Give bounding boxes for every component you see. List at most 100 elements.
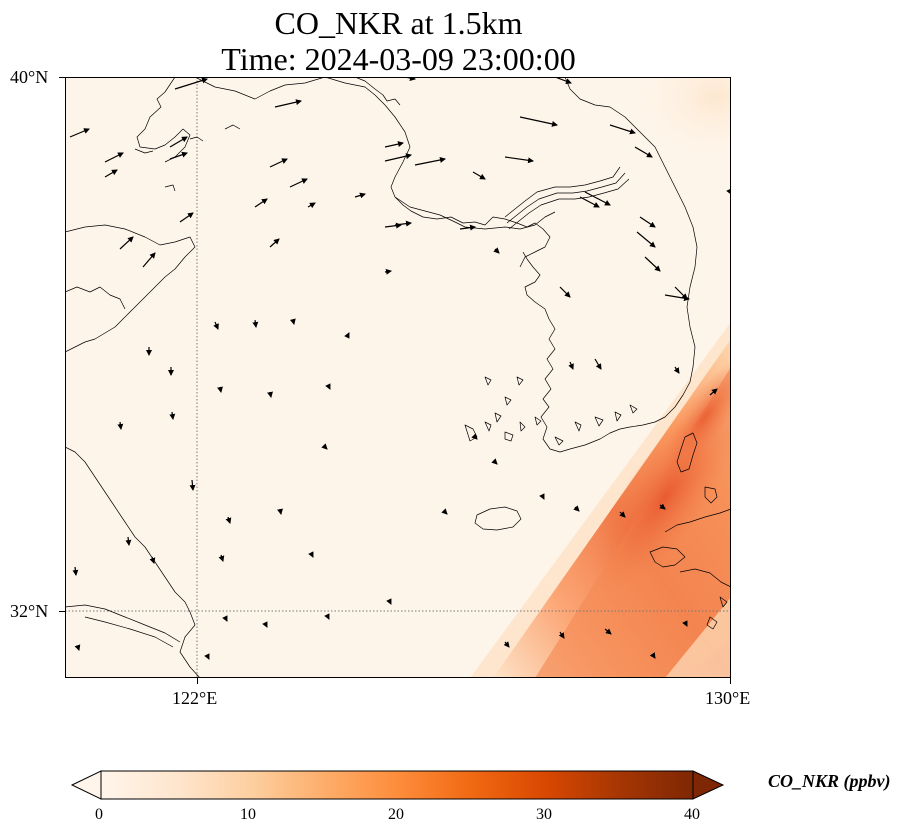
wind-arrow [384, 141, 404, 148]
wind-arrow [308, 551, 314, 558]
wind-arrow [69, 128, 90, 138]
wind-arrow [354, 192, 366, 199]
gridlines [65, 77, 731, 678]
wind-arrow [72, 566, 79, 576]
wind-arrow [594, 358, 602, 370]
wind-arrow [254, 198, 268, 208]
lat-label-40: 40°N [10, 67, 49, 87]
wind-arrow [189, 479, 196, 491]
tsushima [676, 432, 698, 473]
wind-arrow [503, 641, 510, 648]
wind-arrow [573, 505, 580, 512]
wind-arrow [269, 238, 280, 248]
co-field-ne-patch [625, 77, 731, 167]
wind-arrow [174, 77, 208, 90]
colorbar-extend-low [70, 770, 102, 800]
wind-arrow [558, 631, 565, 639]
lon-tick-122 [197, 678, 198, 684]
lat-tick-40 [59, 77, 65, 78]
wind-arrow [394, 220, 412, 227]
wind-arrow [568, 361, 574, 370]
wind-arrow [277, 508, 283, 515]
wind-arrow [169, 411, 176, 420]
wind-arrow [289, 178, 308, 188]
wind-arrow [222, 615, 228, 622]
colorbar-gradient [100, 770, 694, 800]
wind-arrow [225, 516, 232, 524]
wind-arrow [325, 383, 331, 390]
wind-arrow [644, 256, 661, 272]
colorbar-extend-high [692, 770, 725, 800]
wind-arrow [384, 222, 402, 229]
colorbar-title: CO_NKR (ppbv) [768, 771, 891, 791]
wind-arrow [104, 169, 118, 178]
jeju-island [474, 506, 522, 531]
lon-tick-130 [730, 678, 731, 684]
wind-arrow [262, 621, 268, 628]
wind-arrow [307, 202, 316, 209]
colorbar-tick-20: 20 [388, 806, 404, 823]
wind-arrow [559, 286, 571, 298]
wind-arrow [441, 508, 448, 515]
wind-arrow [125, 536, 132, 546]
wind-arrow [252, 319, 259, 328]
wind-arrow [213, 321, 219, 330]
wind-arrow [217, 386, 223, 393]
wind-arrow [493, 247, 500, 254]
colorbar-tick-0: 0 [95, 806, 103, 823]
wind-arrow [169, 151, 188, 160]
map-panel [65, 77, 731, 678]
wind-arrow [709, 388, 718, 396]
wind-arrow [504, 156, 534, 164]
wind-arrow [659, 503, 666, 510]
lon-label-122: 122°E [172, 688, 218, 708]
wind-arrow [386, 598, 392, 605]
wind-arrow [554, 77, 572, 85]
wind-arrow [344, 332, 350, 339]
lat-label-32: 32°N [10, 601, 49, 621]
wind-arrow [471, 433, 478, 440]
wind-arrow [179, 212, 194, 223]
wind-arrow [673, 366, 680, 374]
wind-arrow [269, 158, 288, 168]
colorbar-svg [70, 770, 725, 800]
wind-arrow [619, 511, 626, 518]
wind-arrow [674, 286, 688, 300]
wind-arrow [609, 124, 636, 135]
wind-arrow [539, 493, 545, 500]
wind-arrow [321, 443, 328, 450]
map-title-line1: CO_NKR at 1.5km [274, 5, 523, 41]
wind-arrow [634, 146, 653, 158]
wind-arrow [519, 116, 558, 127]
wind-arrow [104, 152, 124, 163]
wind-arrow [639, 216, 656, 228]
wind-arrow [74, 644, 81, 651]
wind-arrow [169, 136, 188, 148]
lon-label-130: 130°E [705, 688, 751, 708]
wind-arrow [472, 171, 486, 180]
map-title-line2: Time: 2024-03-09 23:00:00 [221, 41, 576, 77]
colorbar-tick-30: 30 [536, 806, 552, 823]
colorbar [70, 770, 726, 800]
colorbar-tick-40: 40 [684, 806, 700, 823]
wind-arrow [267, 391, 273, 398]
wind-arrow [604, 628, 612, 635]
wind-arrow [204, 653, 210, 660]
co-plume [470, 322, 731, 678]
lat-tick-32 [59, 611, 65, 612]
wind-vectors [69, 77, 731, 660]
wind-arrow [579, 196, 600, 208]
wind-arrow [414, 157, 446, 166]
wind-arrow [149, 556, 156, 564]
colorbar-tick-10: 10 [240, 806, 256, 823]
wind-arrow [324, 613, 330, 620]
wind-arrow [289, 318, 296, 325]
wind-arrow [142, 252, 156, 268]
wind-arrow [384, 153, 412, 162]
wind-arrow [218, 554, 225, 562]
wind-arrow [459, 224, 476, 231]
wind-arrow [649, 652, 656, 659]
wind-arrow [491, 458, 498, 465]
wind-arrow [119, 236, 134, 250]
map-canvas [65, 77, 731, 678]
